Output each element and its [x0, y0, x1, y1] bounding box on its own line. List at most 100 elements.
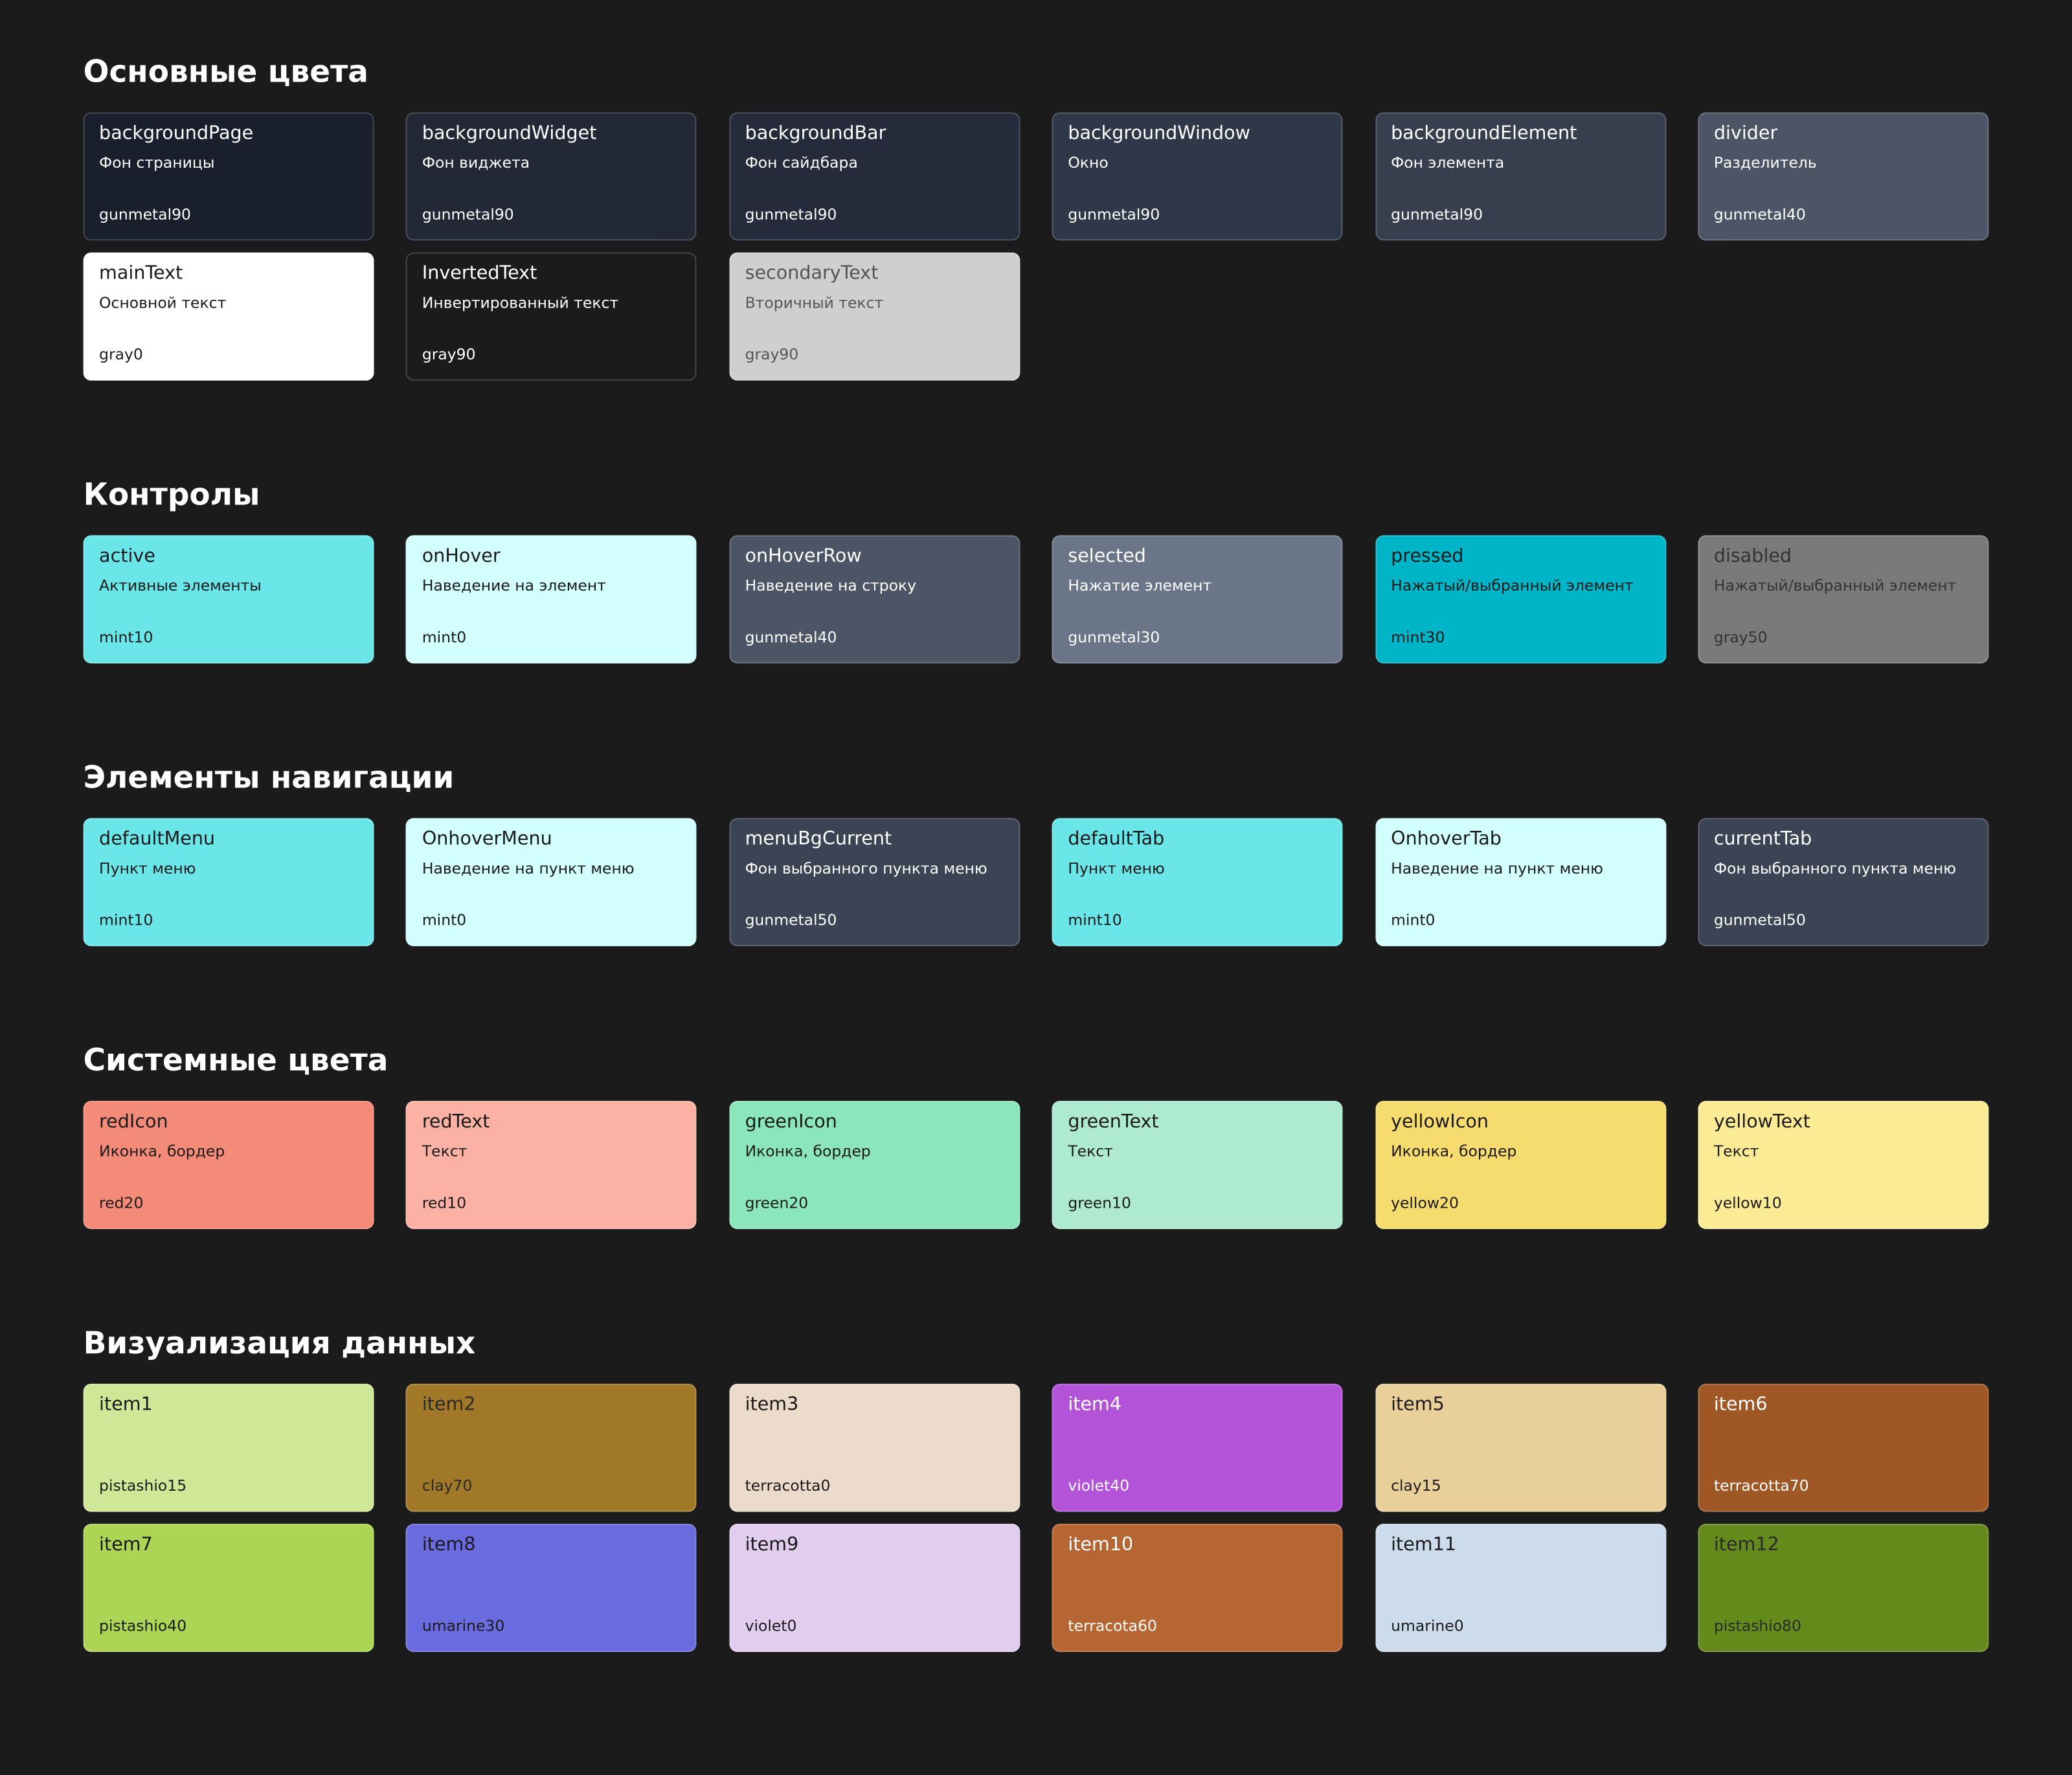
color-card: disabled Нажатый/выбранный элемент gray50: [1698, 535, 1989, 664]
color-card: item9 violet0: [729, 1524, 1020, 1653]
color-token: violet40: [1068, 1476, 1130, 1495]
color-name: item3: [745, 1394, 799, 1416]
color-name: item1: [99, 1394, 153, 1416]
color-token: gray0: [99, 345, 143, 364]
color-token: pistashio15: [99, 1476, 187, 1495]
color-description: Пункт меню: [1068, 859, 1165, 878]
color-description: Инвертированный текст: [422, 293, 619, 312]
color-token: terracota60: [1068, 1616, 1157, 1635]
color-card: backgroundBar Фон сайдбара gunmetal90: [729, 112, 1020, 241]
color-token: gunmetal90: [1068, 205, 1160, 223]
color-card: menuBgCurrent Фон выбранного пункта меню g…: [729, 818, 1020, 947]
color-name: defaultMenu: [99, 828, 216, 850]
color-description: Нажатый/выбранный элемент: [1713, 576, 1957, 595]
color-token: gunmetal40: [745, 627, 837, 646]
color-token: green10: [1068, 1193, 1132, 1212]
color-token: clay70: [422, 1476, 473, 1495]
color-token: umarine30: [422, 1616, 505, 1635]
color-name: onHoverRow: [745, 545, 862, 567]
color-token: mint10: [99, 627, 153, 646]
color-card: item8 umarine30: [406, 1524, 697, 1653]
color-description: Нажатый/выбранный элемент: [1391, 576, 1634, 595]
color-token: mint10: [1068, 910, 1122, 929]
color-name: currentTab: [1713, 828, 1812, 850]
section-title: Элементы навигации: [83, 761, 455, 796]
color-description: Вторичный текст: [745, 293, 884, 312]
color-card: onHoverRow Наведение на строку gunmetal40: [729, 535, 1020, 664]
color-description: Пункт меню: [99, 859, 196, 878]
color-card: currentTab Фон выбранного пункта меню gunm…: [1698, 818, 1989, 947]
section: Визуализация данных item1 pistashio15 item2…: [83, 1324, 2072, 1653]
color-name: onHover: [422, 545, 501, 567]
color-card: item3 terracotta0: [729, 1383, 1020, 1512]
color-name: backgroundElement: [1391, 122, 1577, 144]
color-token: gunmetal50: [745, 910, 837, 929]
color-token: mint0: [422, 910, 467, 929]
color-name: InvertedText: [422, 263, 537, 284]
color-card: backgroundElement Фон элемента gunmetal90: [1375, 112, 1666, 241]
color-name: item4: [1068, 1394, 1122, 1416]
color-token: gunmetal90: [422, 205, 514, 223]
section-title: Системные цвета: [83, 1044, 388, 1079]
color-description: Нажатие элемент: [1068, 576, 1212, 595]
color-card: item4 violet40: [1052, 1383, 1343, 1512]
color-token: mint0: [422, 627, 467, 646]
color-name: yellowText: [1713, 1111, 1810, 1133]
color-name: OnhoverTab: [1391, 828, 1502, 850]
color-description: Окно: [1068, 153, 1109, 172]
color-name: backgroundPage: [99, 122, 254, 144]
color-token: gunmetal30: [1068, 627, 1160, 646]
color-token: terracotta70: [1713, 1476, 1809, 1495]
section: Контролы active Активные элементы mint10 onH…: [83, 476, 2072, 664]
color-card: yellowText Текст yellow10: [1698, 1100, 1989, 1229]
color-name: mainText: [99, 263, 183, 284]
color-description: Активные элементы: [99, 576, 262, 595]
color-description: Фон выбранного пункта меню: [745, 859, 987, 878]
color-name: redIcon: [99, 1111, 168, 1133]
color-description: Наведение на строку: [745, 576, 917, 595]
color-token: umarine0: [1391, 1616, 1464, 1635]
color-name: item6: [1713, 1394, 1768, 1416]
color-description: Текст: [422, 1142, 467, 1160]
color-name: active: [99, 545, 155, 567]
color-card: InvertedText Инвертированный текст gray90: [406, 252, 697, 381]
color-token: yellow20: [1391, 1193, 1459, 1212]
color-description: Фон виджета: [422, 153, 530, 172]
color-card: secondaryText Вторичный текст gray90: [729, 252, 1020, 381]
color-token: gray90: [745, 345, 799, 364]
color-name: defaultTab: [1068, 828, 1165, 850]
color-token: red10: [422, 1193, 467, 1212]
color-card: defaultMenu Пункт меню mint10: [83, 818, 374, 947]
color-card: pressed Нажатый/выбранный элемент mint30: [1375, 535, 1666, 664]
color-name: yellowIcon: [1391, 1111, 1489, 1133]
color-card: item10 terracota60: [1052, 1524, 1343, 1653]
color-description: Наведение на пункт меню: [1391, 859, 1603, 878]
color-token: gunmetal40: [1713, 205, 1806, 223]
color-token: mint10: [99, 910, 153, 929]
color-description: Фон страницы: [99, 153, 215, 172]
color-name: item5: [1391, 1394, 1445, 1416]
color-token: yellow10: [1713, 1193, 1782, 1212]
color-name: greenIcon: [745, 1111, 837, 1133]
color-card: onHover Наведение на элемент mint0: [406, 535, 697, 664]
color-token: terracotta0: [745, 1476, 831, 1495]
color-name: item2: [422, 1394, 476, 1416]
color-description: Основной текст: [99, 293, 227, 312]
color-description: Фон элемента: [1391, 153, 1505, 172]
color-card: divider Разделитель gunmetal40: [1698, 112, 1989, 241]
color-card: item1 pistashio15: [83, 1383, 374, 1512]
color-name: redText: [422, 1111, 490, 1133]
color-card: item7 pistashio40: [83, 1524, 374, 1653]
color-description: Текст: [1068, 1142, 1113, 1160]
color-name: backgroundWindow: [1068, 122, 1250, 144]
color-description: Наведение на элемент: [422, 576, 606, 595]
section: Элементы навигации defaultMenu Пункт меню m…: [83, 758, 2072, 947]
section-title: Визуализация данных: [83, 1326, 476, 1362]
swatch-grid: active Активные элементы mint10 onHover Наве…: [83, 535, 2072, 664]
color-description: Наведение на пункт меню: [422, 859, 635, 878]
color-token: gunmetal50: [1713, 910, 1806, 929]
color-token: gray50: [1713, 627, 1768, 646]
color-card: backgroundWidget Фон виджета gunmetal90: [406, 112, 697, 241]
section-title: Контролы: [83, 478, 260, 513]
